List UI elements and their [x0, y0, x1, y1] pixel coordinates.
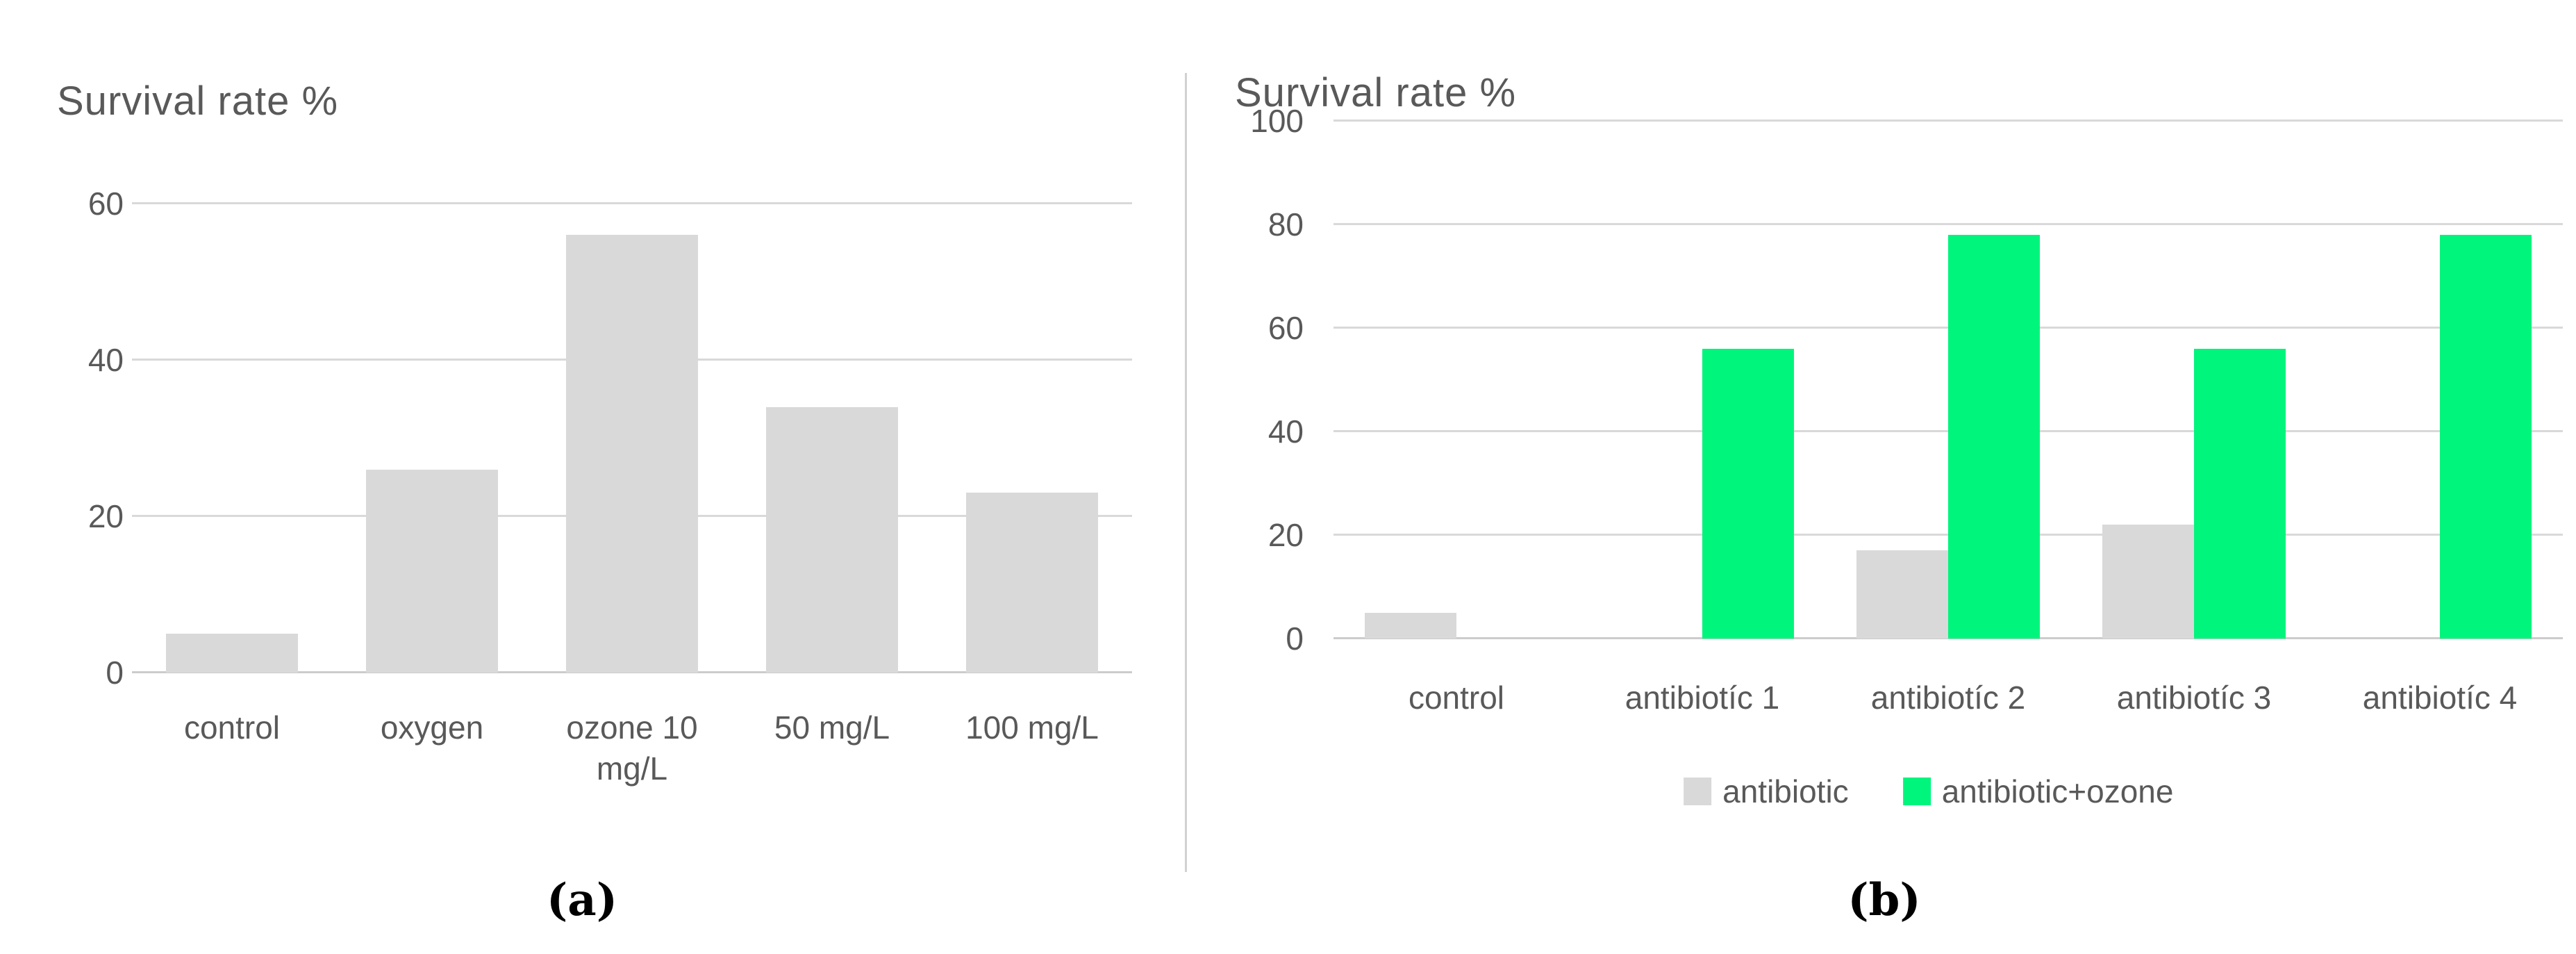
x-category-label-ozone-10-mg-L: ozone 10 mg/L [566, 709, 698, 787]
legend-item-antibiotic: antibiotic [1684, 773, 1849, 810]
y-tick-label-80: 80 [1268, 206, 1304, 242]
y-tick-label-40: 40 [88, 342, 124, 378]
bar-antibiotic-ozone-antibiot-c-3 [2194, 348, 2286, 639]
bar-survival-rate-50-mg-L [766, 406, 898, 673]
y-tick-label-60: 60 [1268, 310, 1304, 346]
legend-item-antibiotic-ozone: antibiotic+ozone [1902, 773, 2174, 810]
bar-survival-rate-ozone-10-mg-L [566, 235, 698, 673]
y-tick-label-0: 0 [1286, 620, 1304, 657]
y-tick-label-20: 20 [88, 498, 124, 534]
bar-antibiotic-ozone-antibiot-c-4 [2440, 234, 2532, 639]
x-category-label-50-mg-L: 50 mg/L [774, 709, 890, 746]
x-category-label-oxygen: oxygen [380, 709, 484, 746]
y-tick-label-60: 60 [88, 186, 124, 222]
x-category-label-100-mg-L: 100 mg/L [965, 709, 1099, 746]
legend-label: antibiotic [1722, 773, 1849, 809]
x-category-label-antibiot-c-2: antibiotíc 2 [1870, 680, 2026, 716]
chart-b-title: Survival rate % [1235, 70, 1517, 115]
chart-a-title: Survival rate % [57, 79, 339, 124]
panel-divider-line [1185, 73, 1187, 872]
bar-antibiotic-control [1365, 612, 1456, 639]
chart-b-legend: antibiotic antibiotic+ozone [1684, 773, 2173, 810]
bar-survival-rate-control [166, 633, 298, 673]
chart-b-panel: Survival rate % 0 20 40 60 80 100 (b) control… [1184, 0, 2576, 954]
caption-b: (b) [1847, 874, 1921, 926]
bar-survival-rate-oxygen [366, 469, 498, 673]
bar-antibiotic-antibiot-c-2 [1856, 550, 1948, 639]
gridline-y100 [1333, 120, 2563, 122]
y-tick-label-40: 40 [1268, 413, 1304, 450]
chart-a-plot-area: 0 20 40 60 [88, 188, 1132, 689]
legend-label: antibiotic+ozone [1941, 773, 2174, 809]
x-category-label-antibiot-c-1: antibiotíc 1 [1624, 680, 1780, 716]
y-tick-label-20: 20 [1268, 517, 1304, 553]
y-tick-label-100: 100 [1250, 103, 1304, 139]
bar-antibiotic-ozone-antibiot-c-1 [1702, 348, 1794, 639]
x-category-label-antibiot-c-4: antibiotíc 4 [2362, 680, 2518, 716]
legend-swatch-icon [1902, 778, 1931, 805]
bar-antibiotic-ozone-antibiot-c-2 [1948, 234, 2040, 639]
x-category-label-antibiot-c-3: antibiotíc 3 [2116, 680, 2272, 716]
gridline-y60 [132, 202, 1132, 204]
gridline-y80 [1333, 223, 2563, 225]
bar-antibiotic-antibiot-c-3 [2102, 525, 2194, 639]
chart-a-panel: Survival rate % 0 20 40 60 (a) control oxyge… [0, 0, 1181, 954]
chart-b-plot-area: 0 20 40 60 80 100 [1250, 105, 2563, 655]
x-category-label-control: control [183, 709, 281, 746]
y-tick-label-0: 0 [106, 655, 124, 691]
legend-swatch-icon [1684, 778, 1712, 805]
x-category-label-control: control [1408, 680, 1505, 716]
bar-survival-rate-100-mg-L [966, 493, 1098, 673]
caption-a: (a) [546, 874, 618, 926]
